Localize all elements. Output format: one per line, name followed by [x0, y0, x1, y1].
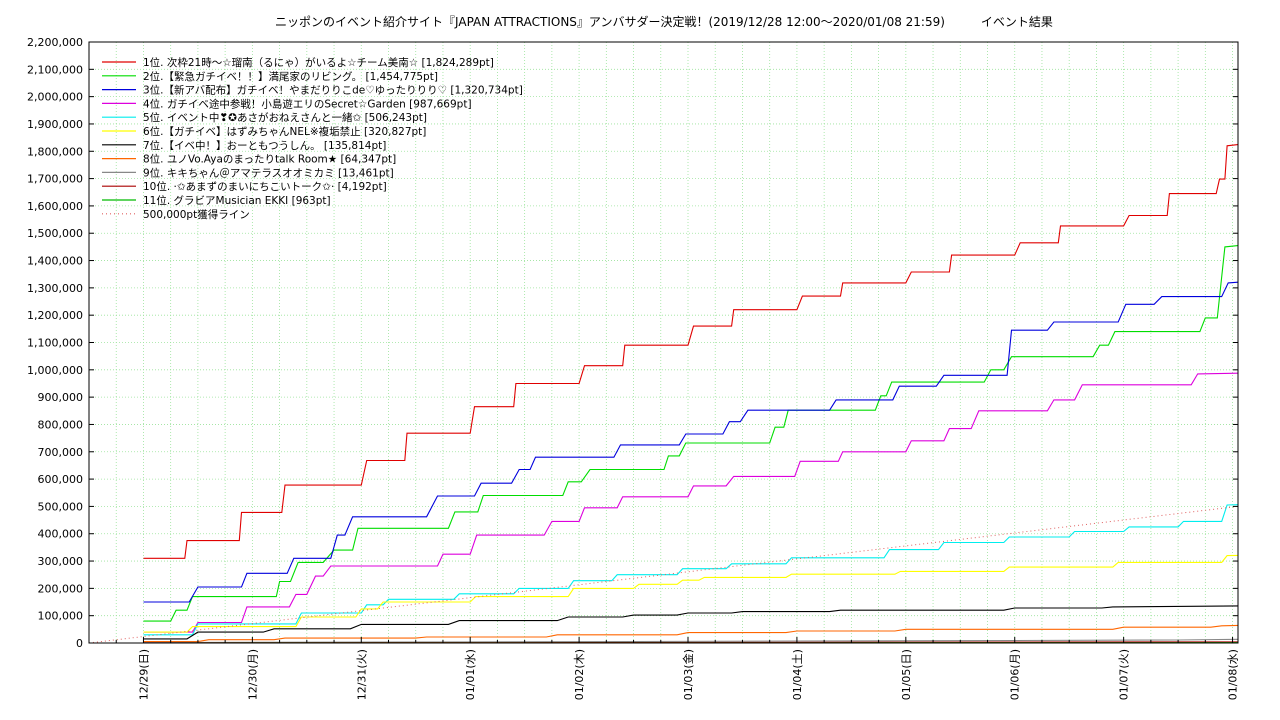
legend: 1位. 次枠21時〜☆瑠南（るにゃ）がいるよ☆チーム美南☆ [1,824,289… [102, 56, 523, 221]
series-line-8 [143, 624, 1239, 643]
y-tick-label: 1,900,000 [27, 118, 83, 131]
legend-label: 6位.【ガチイベ】はずみちゃんNEL※複垢禁止 [320,827pt] [143, 125, 426, 138]
y-tick-label: 1,300,000 [27, 282, 83, 295]
legend-label: 4位. ガチイベ途中参戦！小島遊エリのSecret☆Garden [987,66… [143, 97, 472, 110]
legend-label: 2位.【緊急ガチイベ！！】満尾家のリビング。 [1,454,775pt] [143, 70, 438, 83]
x-tick-label: 01/03(金) [681, 649, 695, 700]
y-tick-label: 400,000 [38, 528, 84, 541]
legend-label: 1位. 次枠21時〜☆瑠南（るにゃ）がいるよ☆チーム美南☆ [1,824,289… [143, 56, 494, 69]
series-line-2 [143, 245, 1239, 622]
y-tick-label: 800,000 [38, 418, 84, 431]
legend-label: 5位. イベント中❣✪あさがおねえさんと一緒✩ [506,243pt] [143, 111, 427, 124]
legend-label: 9位. キキちゃん＠アマテラスオオミカミ [13,461pt] [143, 166, 394, 179]
y-tick-label: 1,600,000 [27, 200, 83, 213]
y-tick-label: 900,000 [38, 391, 84, 404]
legend-label: 500,000pt獲得ライン [143, 208, 250, 221]
series-layer [88, 144, 1239, 644]
series-line-4 [143, 372, 1239, 633]
legend-label: 10位. ·✩あまずのまいにちこいトーク✩· [4,192pt] [143, 180, 387, 193]
y-tick-label: 1,700,000 [27, 173, 83, 186]
x-axis: 12/29(日) 12/30(月) 12/31(火) 01/01(水) 01/02(木)… [115, 637, 1240, 700]
series-line-1 [143, 144, 1239, 559]
series-line-3 [143, 281, 1239, 603]
y-tick-label: 1,800,000 [27, 145, 83, 158]
x-tick-label: 12/31(火) [355, 649, 368, 700]
chart-title: ニッポンのイベント紹介サイト『JAPAN ATTRACTIONS』アンバサダー決… [275, 14, 1053, 29]
x-tick-label: 01/05(日) [900, 649, 913, 700]
y-axis: 0 100,000 200,000 300,000 400,000 500,000 600,… [27, 36, 1238, 650]
y-tick-label: 500,000 [38, 500, 84, 513]
y-tick-label: 0 [76, 637, 83, 650]
y-tick-label: 1,000,000 [27, 364, 83, 377]
y-tick-label: 1,400,000 [27, 255, 83, 268]
legend-label: 11位. グラビアMusician EKKI [963pt] [143, 194, 331, 207]
x-tick-label: 01/07(火) [1118, 649, 1131, 700]
y-tick-label: 2,200,000 [27, 36, 83, 49]
legend-label: 7位.【イベ中！】おーともつうしん。 [135,814pt] [143, 139, 386, 152]
grid [89, 42, 1238, 643]
x-tick-label: 12/30(月) [246, 649, 259, 700]
y-tick-label: 300,000 [38, 555, 84, 568]
y-tick-label: 700,000 [38, 446, 84, 459]
y-tick-label: 2,100,000 [27, 63, 83, 76]
y-tick-label: 200,000 [38, 582, 84, 595]
x-tick-label: 01/02(木) [573, 649, 586, 700]
series-line-5 [143, 504, 1239, 636]
legend-label: 8位. ユノVo.Ayaのまったりtalk Room★ [64,347pt] [143, 153, 396, 166]
y-tick-label: 2,000,000 [27, 91, 83, 104]
legend-label: 3位.【新アバ配布】ガチイベ！やまだりりこde♡ゆったりりり♡ [1,320,7… [143, 84, 523, 97]
x-tick-label: 01/04(土) [791, 649, 804, 700]
y-tick-label: 1,200,000 [27, 309, 83, 322]
x-tick-label: 01/01(水) [464, 649, 477, 700]
x-tick-label: 12/29(日) [137, 649, 150, 700]
x-tick-label: 01/06(月) [1009, 649, 1022, 700]
y-tick-label: 1,100,000 [27, 337, 83, 350]
y-tick-label: 600,000 [38, 473, 84, 486]
series-line-7 [143, 605, 1239, 640]
y-tick-label: 1,500,000 [27, 227, 83, 240]
series-line-12 [88, 505, 1239, 644]
y-tick-label: 100,000 [38, 610, 84, 623]
x-tick-label: 01/08(水) [1227, 649, 1240, 700]
series-line-6 [143, 554, 1239, 633]
